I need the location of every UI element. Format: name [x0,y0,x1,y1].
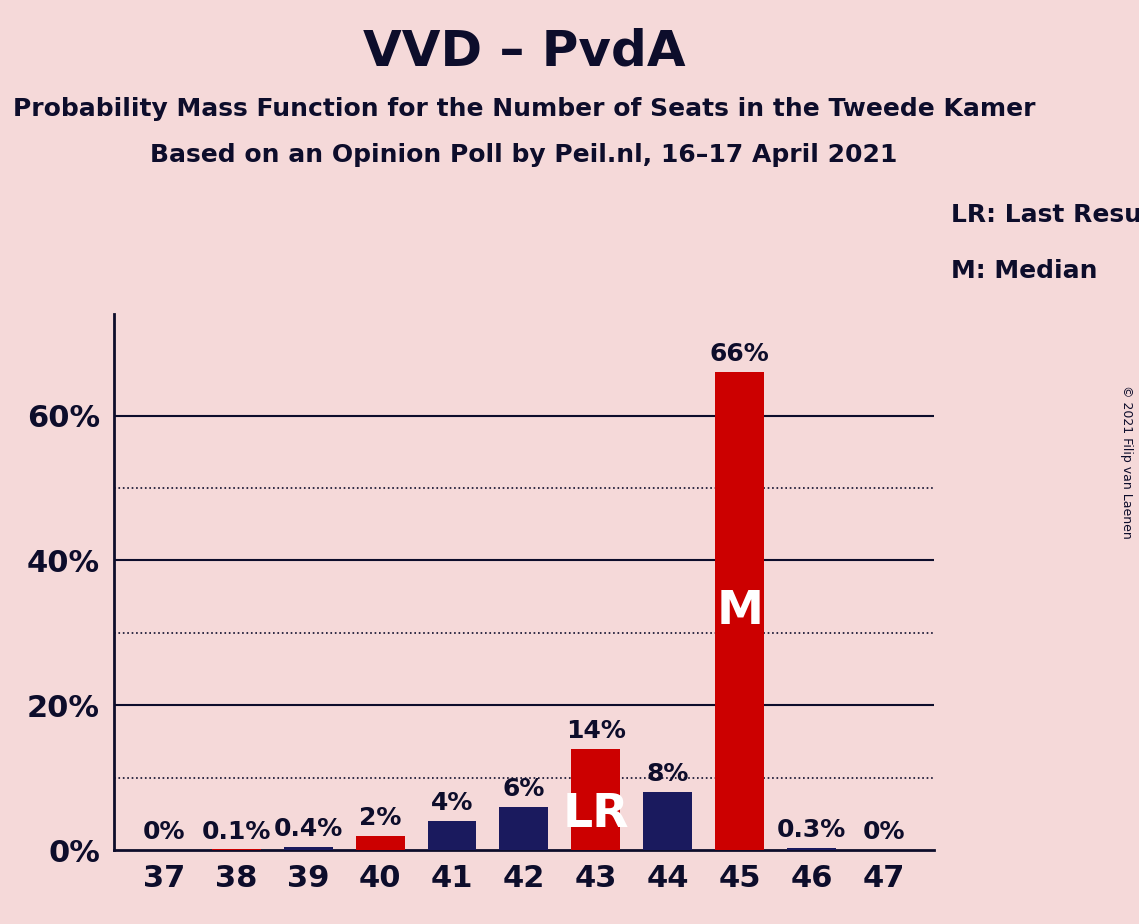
Bar [572,748,621,850]
Bar [427,821,476,850]
Text: 2%: 2% [359,806,401,830]
Text: 0.1%: 0.1% [202,820,271,844]
Bar [715,372,764,850]
Text: LR: Last Result: LR: Last Result [951,203,1139,227]
Text: Based on an Opinion Poll by Peil.nl, 16–17 April 2021: Based on an Opinion Poll by Peil.nl, 16–… [150,143,898,167]
Text: 8%: 8% [647,762,689,786]
Bar [500,807,548,850]
Bar [355,835,404,850]
Text: 0%: 0% [862,821,904,845]
Bar [787,848,836,850]
Text: 14%: 14% [566,719,625,743]
Text: M: M [716,589,763,634]
Text: 6%: 6% [502,777,546,801]
Text: LR: LR [563,792,629,837]
Bar [644,792,693,850]
Text: 0.3%: 0.3% [777,818,846,842]
Text: Probability Mass Function for the Number of Seats in the Tweede Kamer: Probability Mass Function for the Number… [13,97,1035,121]
Text: © 2021 Filip van Laenen: © 2021 Filip van Laenen [1121,385,1133,539]
Text: 66%: 66% [710,342,770,366]
Bar [284,847,333,850]
Text: VVD – PvdA: VVD – PvdA [362,28,686,76]
Text: 0%: 0% [144,821,186,845]
Text: M: Median: M: Median [951,259,1098,283]
Text: 4%: 4% [431,791,473,815]
Text: 0.4%: 0.4% [273,818,343,842]
